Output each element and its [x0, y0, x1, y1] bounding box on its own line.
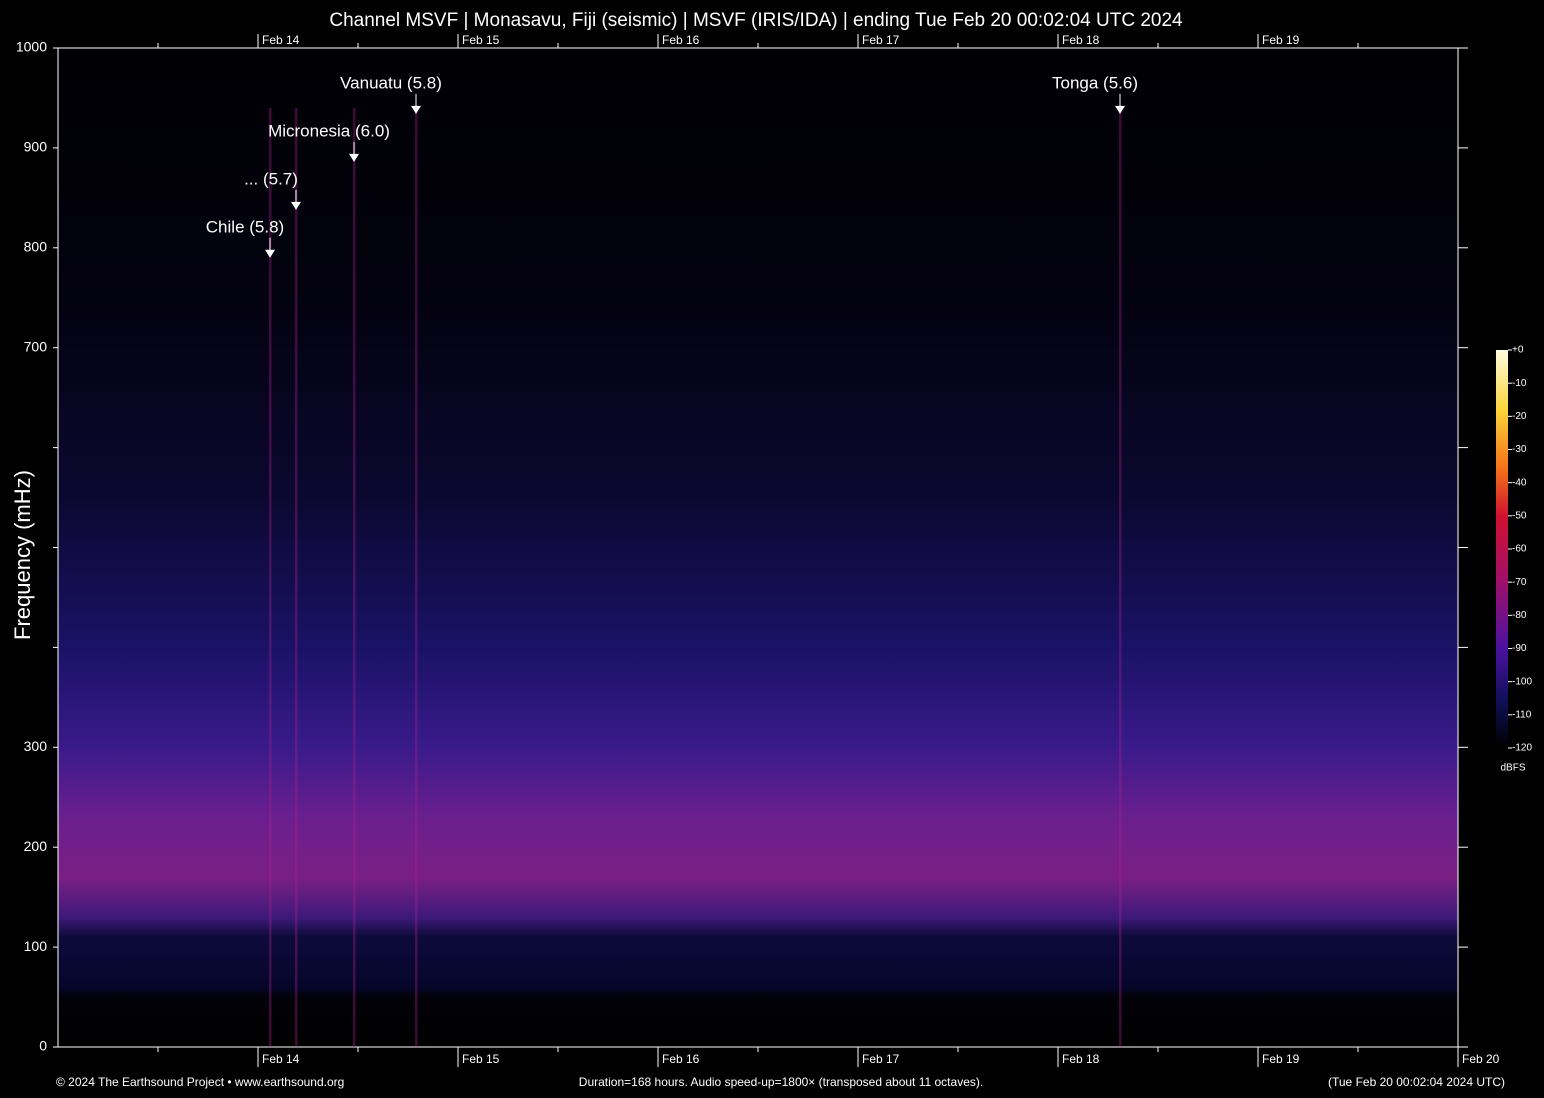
annotation-arrowhead: [1115, 105, 1125, 114]
annotation: Micronesia (6.0): [268, 121, 390, 140]
annotation-arrowhead: [265, 249, 275, 258]
x-tick-label: Feb 19: [1262, 1052, 1300, 1066]
colorbar-label: dBFS: [1500, 763, 1525, 774]
event-streak: [415, 108, 418, 1047]
annotation-arrowhead: [291, 201, 301, 210]
colorbar-tick-label: -40: [1512, 477, 1527, 488]
x-tick-label: Feb 16: [662, 1052, 700, 1066]
chart-title: Channel MSVF | Monasavu, Fiji (seismic) …: [329, 10, 1183, 31]
y-tick-label: 300: [24, 738, 48, 754]
x-tick-label: Feb 18: [1062, 1052, 1100, 1066]
y-tick-label: 700: [24, 338, 48, 354]
event-streak: [1119, 108, 1122, 1047]
x-tick-label: Feb 14: [262, 1052, 300, 1066]
colorbar-tick-label: -70: [1512, 577, 1527, 588]
x-tick-label: Feb 15: [462, 1052, 500, 1066]
annotation: Vanuatu (5.8): [340, 73, 442, 92]
footer-center: Duration=168 hours. Audio speed-up=1800×…: [579, 1075, 983, 1089]
spectrogram: [58, 48, 1458, 1047]
colorbar-tick-label: -120: [1512, 743, 1532, 754]
colorbar-tick-label: -90: [1512, 643, 1527, 654]
colorbar-tick-label: -50: [1512, 510, 1527, 521]
colorbar: [1496, 350, 1508, 748]
footer-left: © 2024 The Earthsound Project • www.eart…: [56, 1075, 344, 1089]
colorbar-tick-label: -80: [1512, 610, 1527, 621]
event-streak: [353, 108, 356, 1047]
y-tick-label: 100: [24, 938, 48, 954]
x-tick-label: Feb 20: [1462, 1052, 1500, 1066]
colorbar-tick-label: -30: [1512, 444, 1527, 455]
annotation: Tonga (5.6): [1052, 73, 1138, 92]
colorbar-tick-label: -10: [1512, 378, 1527, 389]
y-tick-label: 900: [24, 139, 48, 155]
event-streak: [269, 108, 272, 1047]
y-tick-label: 800: [24, 239, 48, 255]
x-tick-label: Feb 17: [862, 1052, 900, 1066]
top-x-tick-label: Feb 14: [262, 33, 300, 47]
colorbar-tick-label: -100: [1512, 676, 1532, 687]
colorbar-tick-label: +0: [1512, 345, 1524, 356]
footer-right: (Tue Feb 20 00:02:04 2024 UTC): [1328, 1075, 1505, 1089]
annotation: Chile (5.8): [206, 217, 284, 236]
top-x-tick-label: Feb 17: [862, 33, 900, 47]
y-tick-label: 200: [24, 838, 48, 854]
y-axis-label: Frequency (mHz): [10, 470, 35, 640]
colorbar-tick-label: -60: [1512, 544, 1527, 555]
colorbar-tick-label: -110: [1512, 709, 1532, 720]
top-x-tick-label: Feb 16: [662, 33, 700, 47]
annotation-arrowhead: [349, 153, 359, 162]
colorbar-tick-label: -20: [1512, 411, 1527, 422]
y-tick-label: 0: [39, 1038, 47, 1054]
annotation: ... (5.7): [244, 169, 298, 188]
event-streak: [295, 108, 298, 1047]
top-x-tick-label: Feb 19: [1262, 33, 1300, 47]
y-tick-label: 1000: [16, 39, 47, 55]
annotation-arrowhead: [411, 105, 421, 114]
top-x-tick-label: Feb 15: [462, 33, 500, 47]
top-x-tick-label: Feb 18: [1062, 33, 1100, 47]
